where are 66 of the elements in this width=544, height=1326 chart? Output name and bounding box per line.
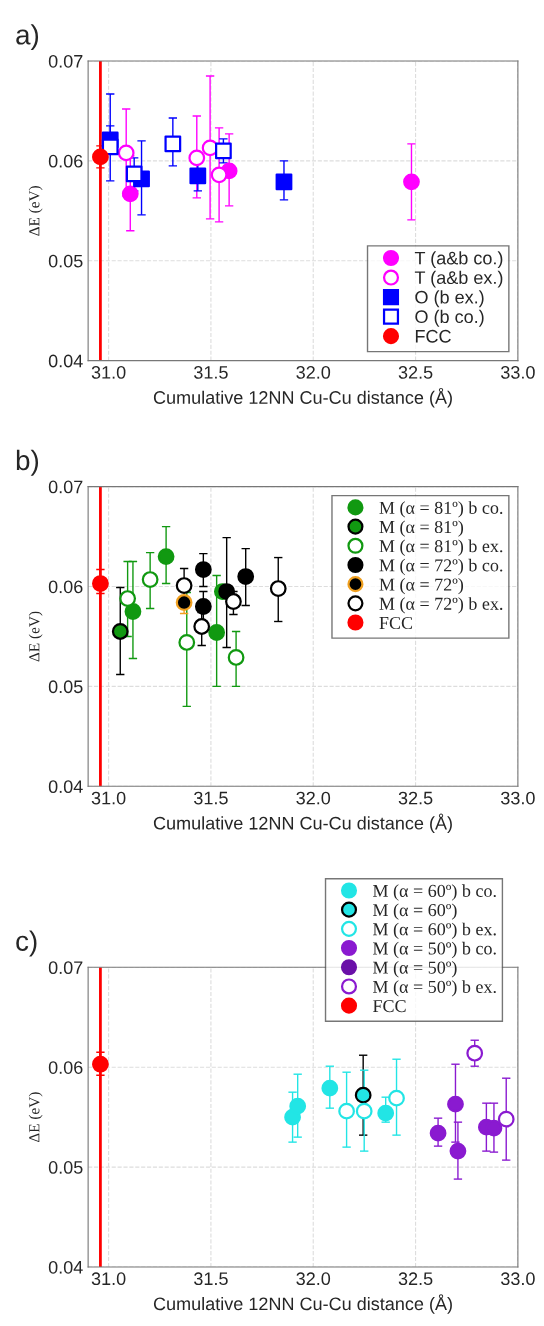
x-axis-title: Cumulative 12NN Cu-Cu distance (Å) bbox=[153, 813, 452, 834]
point bbox=[175, 594, 193, 611]
point bbox=[111, 623, 129, 640]
legend-label: M (α = 81º) b co. bbox=[379, 501, 503, 518]
x-axis-title: Cumulative 12NN Cu-Cu distance (Å) bbox=[153, 387, 452, 408]
legend-label: O (b co.) bbox=[415, 309, 484, 327]
legend-label: FCC bbox=[372, 1000, 406, 1013]
legend-label: M (α = 60º) bbox=[372, 903, 457, 920]
legend-label: M (α = 72º) b co. bbox=[379, 558, 503, 576]
x-tick-label: 31.0 bbox=[91, 366, 126, 379]
x-tick-label: 31.0 bbox=[91, 791, 126, 805]
legend-label: FCC bbox=[379, 616, 413, 630]
legend-label: T (a&b co.) bbox=[414, 251, 503, 269]
y-tick-label: 0.06 bbox=[48, 1061, 83, 1074]
y-tick-label: 0.07 bbox=[48, 961, 83, 975]
x-tick-label: 32.0 bbox=[296, 791, 331, 805]
x-tick-label: 33.0 bbox=[501, 1272, 535, 1286]
point bbox=[215, 142, 232, 160]
y-axis-title: ΔE (eV) bbox=[28, 611, 43, 662]
y-tick-label: 0.07 bbox=[48, 480, 83, 494]
point bbox=[164, 135, 182, 153]
x-tick-label: 32.5 bbox=[398, 366, 433, 379]
legend-label: M (α = 72º) b ex. bbox=[379, 597, 503, 614]
x-tick-label: 32.5 bbox=[398, 791, 433, 805]
y-tick-label: 0.04 bbox=[48, 1260, 83, 1274]
legend-label: M (α = 72º) bbox=[379, 577, 464, 595]
legend-label: M (α = 81º) bbox=[379, 520, 464, 537]
x-axis-title: Cumulative 12NN Cu-Cu distance (Å) bbox=[153, 1294, 452, 1314]
point bbox=[125, 165, 143, 183]
legend-label: M (α = 50º) bbox=[372, 961, 457, 978]
point bbox=[354, 1086, 372, 1104]
legend-label: M (α = 50º) b co. bbox=[372, 941, 496, 959]
y-tick-label: 0.04 bbox=[48, 780, 83, 794]
y-tick-label: 0.05 bbox=[48, 1161, 83, 1174]
point bbox=[189, 167, 207, 185]
x-tick-label: 32.0 bbox=[296, 1272, 331, 1286]
x-tick-label: 31.5 bbox=[194, 791, 228, 805]
point bbox=[275, 173, 293, 191]
x-tick-label: 31.5 bbox=[194, 1272, 228, 1286]
y-axis-title: ΔE (eV) bbox=[28, 186, 43, 236]
y-tick-label: 0.05 bbox=[48, 680, 83, 694]
chart-title: b) bbox=[16, 449, 39, 476]
legend-label: M (α = 60º) b co. bbox=[372, 884, 496, 901]
y-tick-label: 0.06 bbox=[48, 154, 83, 168]
point bbox=[92, 1055, 109, 1073]
x-tick-label: 33.0 bbox=[501, 366, 535, 379]
y-axis-title: ΔE (eV) bbox=[28, 1092, 43, 1143]
x-tick-label: 31.0 bbox=[91, 1272, 126, 1286]
y-tick-label: 0.06 bbox=[48, 580, 83, 594]
legend-label: FCC bbox=[415, 329, 451, 343]
y-tick-label: 0.05 bbox=[48, 254, 83, 268]
legend-label: T (a&b ex.) bbox=[414, 270, 503, 288]
legend-label: M (α = 81º) b ex. bbox=[379, 539, 503, 556]
x-tick-label: 32.0 bbox=[296, 366, 331, 379]
y-tick-label: 0.07 bbox=[48, 54, 83, 68]
chart-title: c) bbox=[16, 930, 37, 957]
legend-label: M (α = 60º) b ex. bbox=[372, 922, 496, 940]
chart-title: a) bbox=[16, 24, 39, 51]
x-tick-label: 32.5 bbox=[398, 1272, 433, 1286]
legend-label: M (α = 50º) b ex. bbox=[372, 980, 496, 997]
point bbox=[101, 138, 119, 156]
point bbox=[92, 575, 109, 592]
y-tick-label: 0.04 bbox=[48, 354, 83, 368]
x-tick-label: 33.0 bbox=[501, 791, 535, 805]
x-tick-label: 31.5 bbox=[194, 366, 228, 379]
legend-label: O (b ex.) bbox=[415, 290, 484, 308]
